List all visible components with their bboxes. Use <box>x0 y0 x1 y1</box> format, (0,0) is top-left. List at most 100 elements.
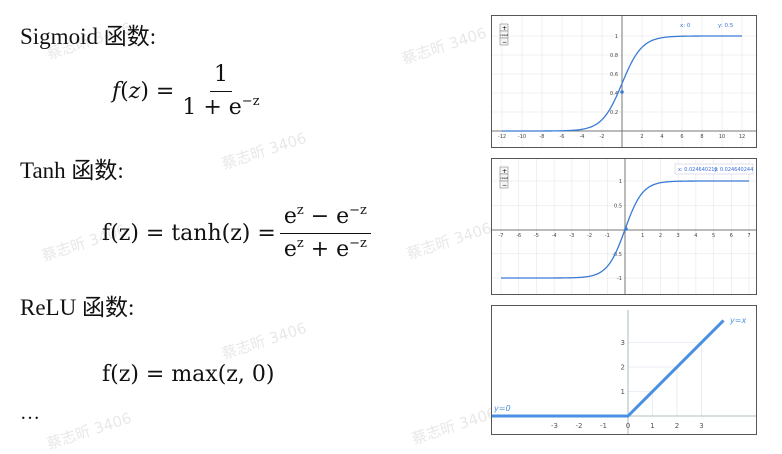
sigmoid-curve <box>502 35 742 132</box>
x-tick-label: -6 <box>560 134 565 140</box>
y-tick-label: 2 <box>621 364 625 372</box>
sigmoid-readout-x: x: 0 <box>680 23 691 29</box>
x-tick-label: -3 <box>551 422 558 430</box>
sigmoid-plot-panel: -12 -10 -8 -6 -4 -2 2 4 6 8 10 12 1 0.8 0.6 0.4 0.2 x: … <box>491 15 757 148</box>
zoom-reset-label: reset <box>501 33 509 37</box>
sigmoid-fraction: 1 1 + e−z <box>178 62 263 121</box>
zoom-in-label: + <box>502 168 507 175</box>
y-tick-label: 1 <box>621 388 625 396</box>
y-tick-label: 3 <box>621 339 625 347</box>
zoom-out-label: − <box>502 182 507 189</box>
tanh-readout-y: y: 0.024640244 <box>714 167 753 173</box>
tanh-readout-box <box>674 163 754 175</box>
tanh-plot-panel: -7 -6 -5 -4 -3 -2 -1 1 2 3 4 5 6 7 1 0.5 -0.5 -1 x: 0.02… <box>491 158 757 295</box>
y-tick-label: 0.4 <box>610 91 618 97</box>
tanh-zoom-controls: + reset − <box>499 166 509 189</box>
ellipsis: … <box>20 402 40 424</box>
tanh-grid <box>492 159 756 294</box>
y-tick-label: 0.8 <box>610 53 618 59</box>
relu-plot: -3 -2 -1 0 1 2 3 1 2 3 y=0 y=x <box>492 310 756 434</box>
relu-label-right: y=x <box>729 316 746 325</box>
x-tick-label: 1 <box>650 422 654 430</box>
tanh-heading: Tanh 函数: <box>20 158 124 183</box>
sigmoid-point <box>620 90 624 94</box>
sigmoid-formula: f(z) = 1 1 + e−z <box>112 62 268 121</box>
relu-formula: f(z) = max(z, 0) <box>102 362 275 387</box>
tanh-fraction: ez − e−z ez + e−z <box>279 203 371 263</box>
x-tick-label: -7 <box>499 233 504 239</box>
zoom-in-label: + <box>502 25 507 32</box>
tanh-numerator: ez − e−z <box>279 203 371 234</box>
x-tick-label: -3 <box>569 233 574 239</box>
y-tick-label: 0.5 <box>614 203 622 209</box>
tanh-denominator: ez + e−z <box>283 236 367 262</box>
x-tick-label: 4 <box>660 134 663 140</box>
relu-plot-panel: -3 -2 -1 0 1 2 3 1 2 3 y=0 y=x <box>491 305 757 435</box>
zoom-out-button[interactable] <box>499 37 509 46</box>
zoom-reset-label: reset <box>501 176 509 180</box>
relu-y-ticks: 1 2 3 <box>621 339 625 396</box>
y-tick-label: 1 <box>619 179 622 185</box>
x-tick-label: 2 <box>659 233 662 239</box>
x-tick-label: -2 <box>600 134 605 140</box>
tanh-point <box>624 227 628 231</box>
relu-x-ticks: -3 -2 -1 0 1 2 3 <box>551 422 704 430</box>
x-tick-label: 12 <box>739 134 745 140</box>
watermark: 蔡志昕 3406 <box>219 128 309 174</box>
relu-curve <box>492 319 725 418</box>
watermark: 蔡志昕 3406 <box>219 318 309 364</box>
x-tick-label: -4 <box>580 134 585 140</box>
tanh-y-ticks: 1 0.5 -0.5 -1 <box>612 179 622 282</box>
x-tick-label: -8 <box>540 134 545 140</box>
x-tick-label: 0 <box>626 422 630 430</box>
watermark: 蔡志昕 3406 <box>409 403 499 449</box>
x-tick-label: 1 <box>641 233 644 239</box>
watermark: 蔡志昕 3406 <box>44 408 134 454</box>
x-tick-label: 2 <box>675 422 679 430</box>
sigmoid-y-ticks: 1 0.8 0.6 0.4 0.2 <box>610 34 618 116</box>
y-tick-label: -1 <box>617 276 622 282</box>
x-tick-label: 10 <box>719 134 725 140</box>
y-tick-label: 0.2 <box>610 110 618 116</box>
x-tick-label: 4 <box>694 233 697 239</box>
x-tick-label: 6 <box>680 134 683 140</box>
y-tick-label: 1 <box>615 34 618 40</box>
y-tick-label: -0.5 <box>612 252 622 258</box>
x-tick-label: 3 <box>699 422 703 430</box>
x-tick-label: -12 <box>498 134 506 140</box>
x-tick-label: -5 <box>534 233 539 239</box>
watermark: 蔡志昕 3406 <box>404 218 494 264</box>
x-tick-label: -2 <box>576 422 583 430</box>
relu-label-left: y=0 <box>493 404 511 413</box>
x-tick-label: -6 <box>516 233 521 239</box>
zoom-out-button[interactable] <box>499 180 509 189</box>
sigmoid-zoom-controls: + reset − <box>499 23 509 46</box>
sigmoid-denominator: 1 + e−z <box>182 94 260 120</box>
y-tick-label: 0.6 <box>610 72 618 78</box>
sigmoid-numerator: 1 <box>209 62 232 92</box>
relu-heading: ReLU 函数: <box>20 295 135 320</box>
tanh-formula: f(z) = tanh(z) = ez − e−z ez + e−z <box>102 203 375 263</box>
x-tick-label: -2 <box>587 233 592 239</box>
x-tick-label: 2 <box>640 134 643 140</box>
x-tick-label: -4 <box>552 233 557 239</box>
watermark: 蔡志昕 3406 <box>399 23 489 69</box>
tanh-x-ticks: -7 -6 -5 -4 -3 -2 -1 1 2 3 4 5 6 7 <box>499 233 751 239</box>
x-tick-label: -10 <box>518 134 526 140</box>
x-tick-label: -1 <box>600 422 607 430</box>
sigmoid-heading: Sigmoid 函数: <box>20 24 157 49</box>
x-tick-label: 7 <box>747 233 750 239</box>
tanh-readout-x: x: 0.024640215 <box>678 167 718 173</box>
tanh-lhs: f(z) = tanh(z) = <box>102 221 276 246</box>
relu-grid <box>628 342 702 416</box>
tanh-plot: -7 -6 -5 -4 -3 -2 -1 1 2 3 4 5 6 7 1 0.5 -0.5 -1 x: 0.02… <box>492 159 756 294</box>
sigmoid-readout-y: y: 0.5 <box>718 23 734 29</box>
x-tick-label: 6 <box>730 233 733 239</box>
x-tick-label: 8 <box>700 134 703 140</box>
zoom-out-label: − <box>502 39 507 46</box>
sigmoid-plot: -12 -10 -8 -6 -4 -2 2 4 6 8 10 12 1 0.8 0.6 0.4 0.2 x: … <box>492 16 756 147</box>
x-tick-label: 3 <box>677 233 680 239</box>
sigmoid-lhs: f(z) = <box>112 79 175 104</box>
x-tick-label: -1 <box>605 233 610 239</box>
x-tick-label: 5 <box>712 233 715 239</box>
